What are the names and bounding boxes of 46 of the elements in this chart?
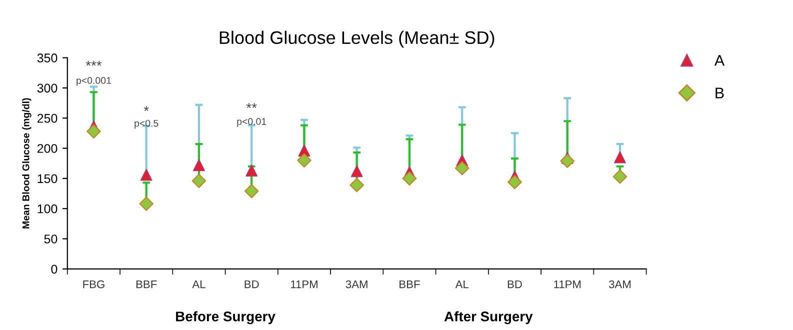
annotation: ** xyxy=(246,103,257,108)
chart-title: Blood Glucose Levels (Mean± SD) xyxy=(220,30,494,48)
x-tick-label: 3AM xyxy=(346,280,368,288)
legend-label: B xyxy=(716,88,724,98)
x-tick-label: BD xyxy=(508,280,522,288)
y-tick-label: 350 xyxy=(37,54,58,62)
text: After Surgery xyxy=(444,311,533,324)
annotation: p<0.01 xyxy=(237,118,266,127)
y-axis-title: Mean Blood Glucose (mg/dl) xyxy=(22,98,32,228)
y-tick-label: 50 xyxy=(44,234,58,244)
point xyxy=(612,169,628,184)
y-tick-label: 150 xyxy=(38,174,58,184)
point xyxy=(350,165,363,178)
y-tick-label: 0 xyxy=(51,264,58,274)
point xyxy=(402,171,417,186)
y-tick-label: 300 xyxy=(37,84,58,93)
legend-label: A xyxy=(714,55,725,66)
x-tick-label: 3AM xyxy=(608,280,630,288)
y-tick-label: 250 xyxy=(37,114,58,123)
annotation: p<0.5 xyxy=(134,120,158,129)
point xyxy=(350,178,364,192)
y-tick-label: 200 xyxy=(37,144,58,153)
x-tick-label: AL xyxy=(455,280,469,288)
point xyxy=(193,159,205,172)
point xyxy=(139,196,154,211)
point xyxy=(560,154,574,168)
point xyxy=(508,174,522,190)
x-tick-label: BD xyxy=(244,280,259,288)
text: Before Surgery xyxy=(176,311,276,324)
x-tick-label: 11PM xyxy=(554,280,581,288)
annotation: *** xyxy=(86,60,102,66)
point xyxy=(86,124,101,139)
point xyxy=(244,184,259,198)
x-tick-label: BBF xyxy=(136,280,157,288)
x-tick-label: AL xyxy=(192,280,206,288)
point xyxy=(297,153,312,168)
point xyxy=(614,151,626,164)
y-tick-label: 100 xyxy=(38,204,58,214)
x-tick-label: 11PM xyxy=(290,280,318,288)
x-tick-label: FBG xyxy=(83,280,104,288)
x-tick-label: BBF xyxy=(400,280,420,288)
point xyxy=(454,161,470,176)
annotation: * xyxy=(144,106,149,111)
point xyxy=(192,174,206,188)
point xyxy=(140,168,152,181)
annotation: p<0.001 xyxy=(76,77,111,86)
